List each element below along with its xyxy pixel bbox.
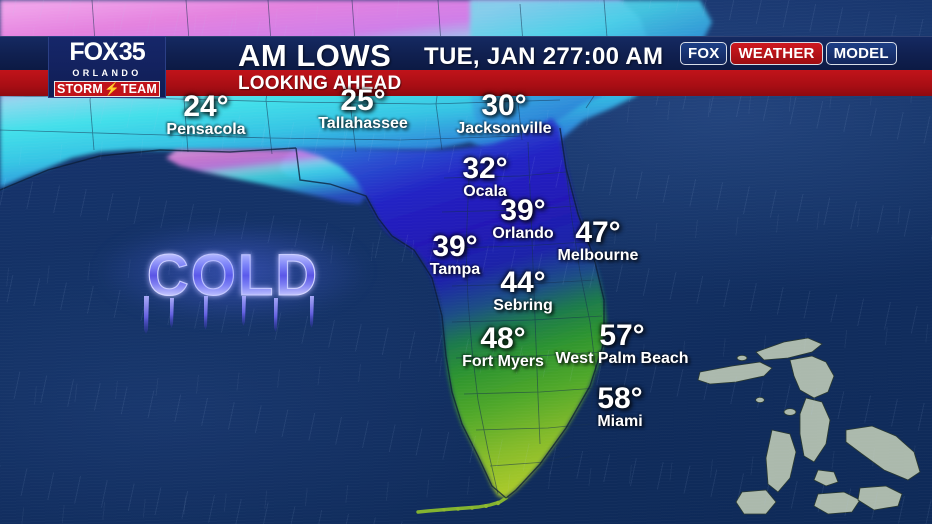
fwm-model: MODEL <box>825 41 897 65</box>
station-brand: FOX <box>69 38 118 66</box>
storm-team-badge: STORM ⚡ TEAM <box>54 81 160 97</box>
fwm-fox: FOX <box>680 41 728 65</box>
fwm-weather: WEATHER <box>730 41 823 65</box>
cold-graphic-glow <box>94 228 372 324</box>
station-logo: FOX 35 ORLANDO STORM ⚡ TEAM <box>48 36 166 98</box>
storm-team-right: TEAM <box>120 82 157 96</box>
station-logo-row: FOX 35 <box>69 38 146 66</box>
forecast-date: TUE, JAN 27 <box>424 43 571 70</box>
cold-graphic-text: COLD <box>147 243 319 308</box>
subheadline: LOOKING AHEAD <box>238 73 402 94</box>
forecast-time: 7:00 AM <box>570 43 664 70</box>
cold-graphic-svg: COLD <box>144 242 319 334</box>
lightning-bolt-icon: ⚡ <box>103 81 120 96</box>
fox-weather-model-logo: FOX WEATHER MODEL <box>680 41 897 65</box>
station-channel: 35 <box>118 38 146 66</box>
station-market: ORLANDO <box>72 68 142 78</box>
storm-team-left: STORM <box>57 82 103 96</box>
page-title: AM LOWS <box>238 38 392 73</box>
cold-graphic: COLD <box>94 228 372 338</box>
